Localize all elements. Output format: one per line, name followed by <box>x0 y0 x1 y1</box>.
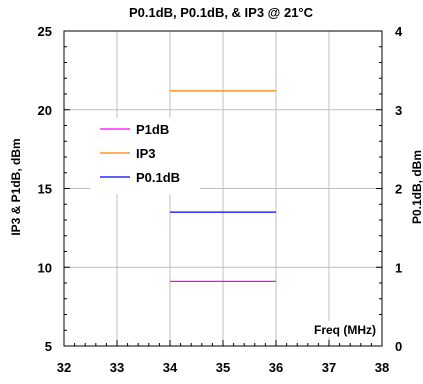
y-tick-label-left: 20 <box>38 103 52 118</box>
legend: P1dB IP3 P0.1dB <box>90 118 200 194</box>
legend-background <box>90 118 200 194</box>
y-tick-label-left: 25 <box>38 24 52 39</box>
x-tick-label: 32 <box>57 360 71 375</box>
y-axis-label-right: P0.1dB, dBm <box>410 150 423 224</box>
y-tick-label-right: 2 <box>395 182 402 197</box>
x-tick-label: 37 <box>322 360 336 375</box>
y-tick-label-right: 0 <box>395 339 402 354</box>
legend-label: IP3 <box>136 146 156 161</box>
y-axis-label-left: IP3 & P1dB, dBm <box>9 138 23 235</box>
legend-label: P0.1dB <box>136 170 180 185</box>
x-tick-label: 34 <box>163 360 178 375</box>
chart-title: P0.1dB, P0.1dB, & IP3 @ 21°C <box>129 5 314 20</box>
x-label-background <box>289 321 382 337</box>
y-tick-label-left: 15 <box>38 182 52 197</box>
y-tick-label-right: 4 <box>395 24 403 39</box>
x-tick-label: 35 <box>216 360 230 375</box>
series <box>170 90 276 282</box>
x-axis-label: Freq (MHz) <box>314 323 376 337</box>
y-tick-label-right: 3 <box>395 103 402 118</box>
x-tick-label: 38 <box>375 360 389 375</box>
x-tick-label: 33 <box>110 360 124 375</box>
y-tick-label-right: 1 <box>395 260 402 275</box>
y-tick-label-left: 5 <box>45 339 52 354</box>
x-tick-label: 36 <box>269 360 283 375</box>
y-tick-label-left: 10 <box>38 260 52 275</box>
plot-frame <box>63 30 383 347</box>
legend-label: P1dB <box>136 122 169 137</box>
